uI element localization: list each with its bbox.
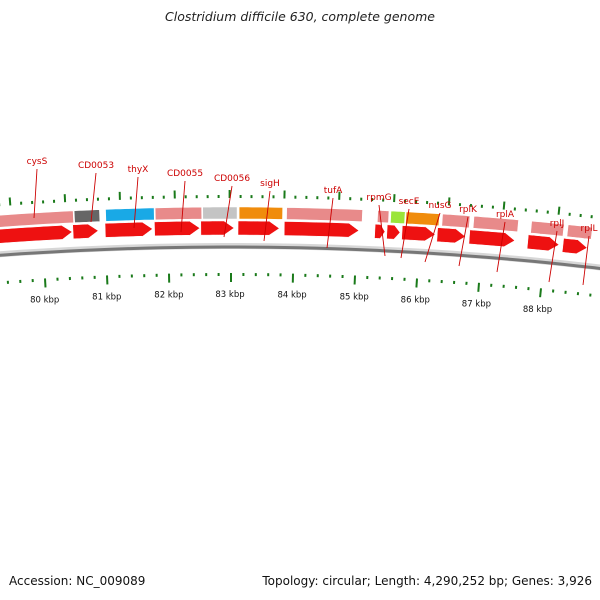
gene-arrow[interactable] [526,234,560,252]
scale-tick [539,288,542,298]
gene-arrow[interactable] [468,229,516,247]
gene-label-leader [326,197,334,249]
gene-arrow[interactable] [374,224,386,239]
gene-label: secE [399,197,420,207]
feature-box[interactable] [472,215,519,233]
gene-label: rplJ [550,219,565,229]
gene-arrow-track[interactable] [0,220,588,254]
gene-arrow[interactable] [104,221,153,238]
scale-label: 80 kbp [30,296,59,306]
gene-label-layer: cysS CD0053 thyX CD0055 CD0056 sigH tufA rpmG se… [27,157,598,286]
gene-arrow[interactable] [561,238,588,254]
gene-arrow[interactable] [154,221,201,237]
feature-box[interactable] [154,206,203,221]
feature-box[interactable] [390,210,406,225]
feature-box[interactable] [73,209,101,224]
gene-label: tufA [324,186,343,196]
gene-label: rpmG [366,193,391,203]
gene-label-leader [496,221,506,273]
scale-label: 83 kbp [215,290,244,300]
feature-box[interactable] [530,220,565,237]
tick-mark [447,197,451,206]
gene-label-leader [424,212,441,263]
tick-mark [8,197,12,206]
gene-arrow[interactable] [283,221,360,238]
genome-summary-text: Topology: circular; Length: 4,290,252 bp… [262,574,592,588]
feature-box[interactable] [0,210,74,228]
gene-label: CD0056 [214,174,250,184]
feature-box[interactable] [441,213,471,229]
scale-tick [415,278,418,288]
gene-label-leader [400,208,410,259]
gene-label-leader [180,180,186,233]
genome-title: Clostridium difficile 630, complete geno… [165,9,435,24]
feature-box[interactable] [286,207,363,223]
gene-label: sigH [260,179,280,189]
gene-label-leader [378,204,386,257]
scale-label: 85 kbp [340,292,369,302]
gene-label: rplL [581,224,598,234]
gene-arrow[interactable] [237,220,280,236]
scale-tick [477,282,480,292]
upper-tick-track [0,190,593,219]
feature-box[interactable] [238,206,284,220]
tick-mark [502,201,506,210]
gene-label: thyX [128,165,149,175]
feature-box[interactable] [202,206,238,220]
gene-label-leader [133,176,139,229]
gene-arrow[interactable] [0,225,73,244]
gene-arrow[interactable] [72,223,99,240]
gene-label: nusG [428,201,451,211]
feature-box[interactable] [376,210,390,224]
scale-label-layer: 80 kbp 81 kbp 82 kbp 83 kbp 84 kbp 85 kbp 86 k… [30,290,552,315]
feature-box[interactable] [405,211,440,227]
gene-label: CD0053 [78,161,114,171]
scale-label: 86 kbp [401,296,430,306]
gene-arrow[interactable] [401,225,436,242]
gene-label: CD0055 [167,169,203,179]
scale-label: 88 kbp [523,305,552,315]
gene-arrow[interactable] [386,224,401,240]
gene-label-leader [223,185,233,238]
feature-track [0,206,593,240]
scale-tick-track [6,273,592,298]
gene-label-leader [582,235,590,286]
gene-arrow[interactable] [436,227,466,244]
scale-label: 81 kbp [92,292,121,302]
gene-label: rplK [459,205,478,215]
feature-box[interactable] [566,224,593,240]
gene-arrow[interactable] [200,220,235,236]
gene-label-leader [33,168,38,219]
accession-text: Accession: NC_009089 [9,574,146,588]
scale-label: 84 kbp [277,291,306,301]
genome-backbone [0,243,600,271]
gene-label-leader [458,216,469,267]
gene-label: rplA [496,210,515,220]
gene-label: cysS [27,157,48,167]
scale-label: 82 kbp [154,291,183,301]
scale-tick [44,278,47,288]
backbone-line [0,245,600,270]
gene-label-leader [548,230,558,283]
feature-box[interactable] [105,207,155,222]
gene-label-leader [263,190,271,242]
gene-label-leader [90,172,97,223]
scale-label: 87 kbp [462,300,491,310]
tick-mark [557,206,561,215]
